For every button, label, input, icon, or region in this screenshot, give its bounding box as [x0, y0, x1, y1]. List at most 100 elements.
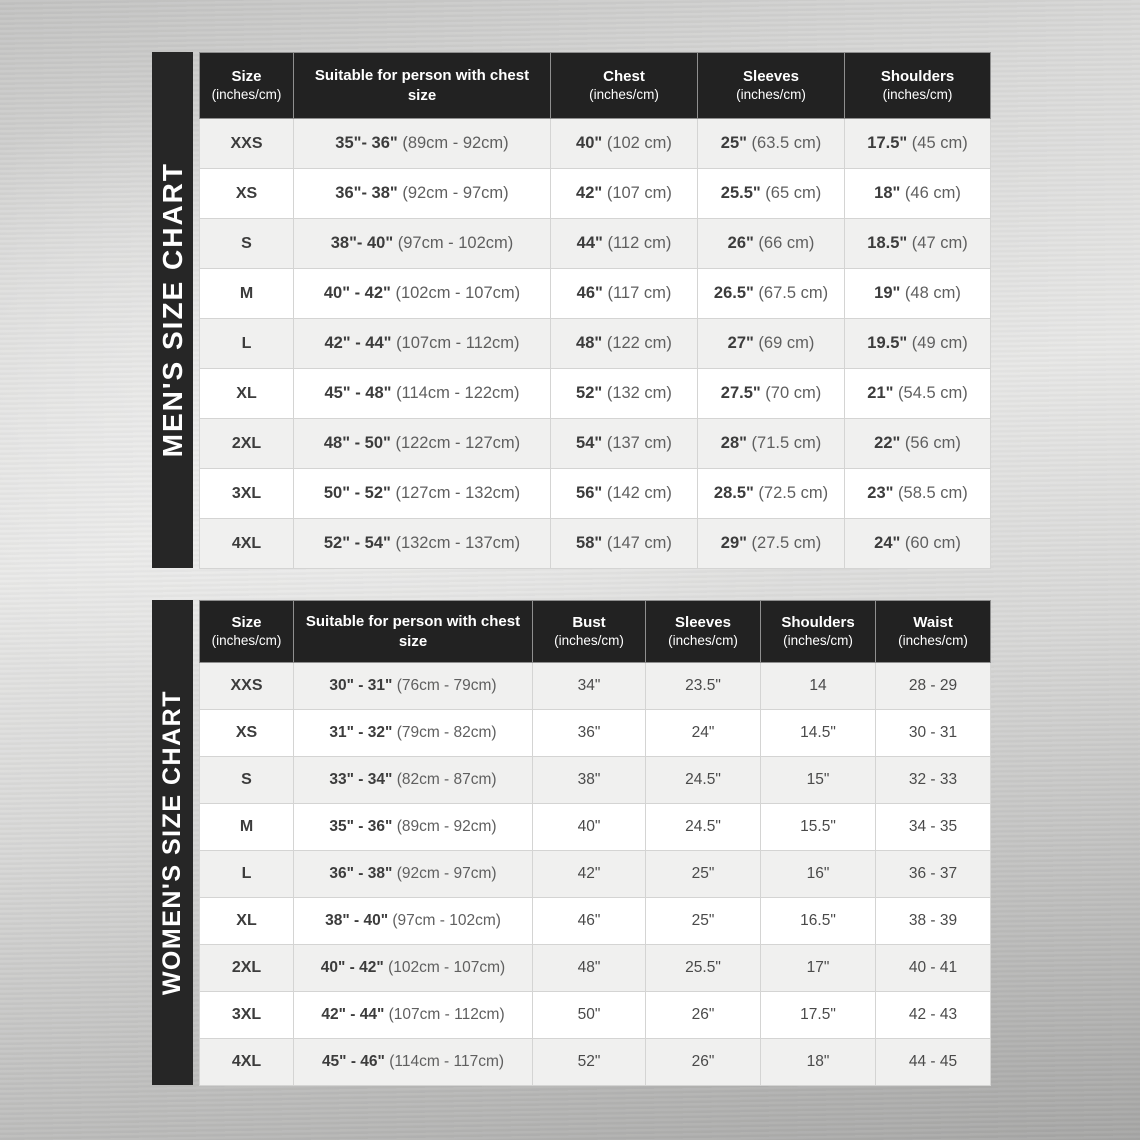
- suitable-chest-cell: 45" - 46" (114cm - 117cm): [293, 1038, 533, 1086]
- chest-cell: 52" (132 cm): [550, 368, 698, 419]
- shoulders-cell: 15": [760, 756, 876, 804]
- shoulders-cell: 24" (60 cm): [844, 518, 991, 569]
- suitable-chest-cell: 35"- 36" (89cm - 92cm): [293, 118, 551, 169]
- size-cell: S: [199, 218, 294, 269]
- table-row: XXS 35"- 36" (89cm - 92cm) 40" (102 cm) …: [199, 118, 991, 169]
- shoulders-cell: 17.5": [760, 991, 876, 1039]
- sleeves-cell: 24": [645, 709, 761, 757]
- size-cell: 4XL: [199, 1038, 294, 1086]
- chest-cell: 48" (122 cm): [550, 318, 698, 369]
- waist-cell: 40 - 41: [875, 944, 991, 992]
- col-header-size: Size (inches/cm): [199, 52, 294, 119]
- suitable-chest-cell: 33" - 34" (82cm - 87cm): [293, 756, 533, 804]
- col-header-shoulders: Shoulders (inches/cm): [844, 52, 991, 119]
- sleeves-cell: 24.5": [645, 803, 761, 851]
- shoulders-cell: 17.5" (45 cm): [844, 118, 991, 169]
- shoulders-cell: 14.5": [760, 709, 876, 757]
- waist-cell: 44 - 45: [875, 1038, 991, 1086]
- womens-table-header: Size (inches/cm) Suitable for person with…: [199, 600, 991, 663]
- bust-cell: 46": [532, 897, 646, 945]
- shoulders-cell: 19.5" (49 cm): [844, 318, 991, 369]
- sleeves-cell: 26": [645, 1038, 761, 1086]
- suitable-chest-cell: 42" - 44" (107cm - 112cm): [293, 318, 551, 369]
- size-cell: M: [199, 268, 294, 319]
- size-cell: XXS: [199, 118, 294, 169]
- shoulders-cell: 18": [760, 1038, 876, 1086]
- size-cell: XS: [199, 168, 294, 219]
- sleeves-cell: 23.5": [645, 662, 761, 710]
- shoulders-cell: 17": [760, 944, 876, 992]
- shoulders-cell: 19" (48 cm): [844, 268, 991, 319]
- suitable-chest-cell: 50" - 52" (127cm - 132cm): [293, 468, 551, 519]
- chest-cell: 44" (112 cm): [550, 218, 698, 269]
- col-header-bust: Bust (inches/cm): [532, 600, 646, 663]
- chest-cell: 42" (107 cm): [550, 168, 698, 219]
- waist-cell: 32 - 33: [875, 756, 991, 804]
- size-cell: 3XL: [199, 468, 294, 519]
- suitable-chest-cell: 45" - 48" (114cm - 122cm): [293, 368, 551, 419]
- sleeves-cell: 26" (66 cm): [697, 218, 845, 269]
- waist-cell: 36 - 37: [875, 850, 991, 898]
- mens-table-header: Size (inches/cm) Suitable for person with…: [199, 52, 991, 119]
- header-row: Size (inches/cm) Suitable for person with…: [199, 52, 991, 119]
- shoulders-cell: 15.5": [760, 803, 876, 851]
- size-cell: S: [199, 756, 294, 804]
- sleeves-cell: 24.5": [645, 756, 761, 804]
- table-row: XL 45" - 48" (114cm - 122cm) 52" (132 cm…: [199, 368, 991, 419]
- suitable-chest-cell: 36" - 38" (92cm - 97cm): [293, 850, 533, 898]
- sleeves-cell: 26.5" (67.5 cm): [697, 268, 845, 319]
- bust-cell: 36": [532, 709, 646, 757]
- col-header-size: Size (inches/cm): [199, 600, 294, 663]
- womens-size-chart-section: WOMEN'S SIZE CHART Size (inches/cm) Suita…: [152, 600, 991, 1086]
- shoulders-cell: 14: [760, 662, 876, 710]
- waist-cell: 42 - 43: [875, 991, 991, 1039]
- shoulders-cell: 16": [760, 850, 876, 898]
- shoulders-cell: 16.5": [760, 897, 876, 945]
- size-cell: 3XL: [199, 991, 294, 1039]
- table-row: S 38"- 40" (97cm - 102cm) 44" (112 cm) 2…: [199, 218, 991, 269]
- suitable-chest-cell: 38" - 40" (97cm - 102cm): [293, 897, 533, 945]
- womens-banner-label: WOMEN'S SIZE CHART: [158, 689, 186, 996]
- table-row: 2XL 40" - 42" (102cm - 107cm) 48" 25.5" …: [199, 944, 991, 992]
- sleeves-cell: 25" (63.5 cm): [697, 118, 845, 169]
- table-row: 4XL 45" - 46" (114cm - 117cm) 52" 26" 18…: [199, 1038, 991, 1086]
- womens-size-table: Size (inches/cm) Suitable for person with…: [199, 600, 991, 1086]
- table-row: 4XL 52" - 54" (132cm - 137cm) 58" (147 c…: [199, 518, 991, 569]
- bust-cell: 42": [532, 850, 646, 898]
- table-row: 3XL 50" - 52" (127cm - 132cm) 56" (142 c…: [199, 468, 991, 519]
- bust-cell: 34": [532, 662, 646, 710]
- chest-cell: 54" (137 cm): [550, 418, 698, 469]
- sleeves-cell: 28.5" (72.5 cm): [697, 468, 845, 519]
- size-cell: M: [199, 803, 294, 851]
- size-cell: XXS: [199, 662, 294, 710]
- table-row: XS 31" - 32" (79cm - 82cm) 36" 24" 14.5"…: [199, 709, 991, 757]
- chest-cell: 46" (117 cm): [550, 268, 698, 319]
- bust-cell: 40": [532, 803, 646, 851]
- bust-cell: 48": [532, 944, 646, 992]
- table-row: M 40" - 42" (102cm - 107cm) 46" (117 cm)…: [199, 268, 991, 319]
- size-cell: 4XL: [199, 518, 294, 569]
- table-row: 3XL 42" - 44" (107cm - 112cm) 50" 26" 17…: [199, 991, 991, 1039]
- shoulders-cell: 18.5" (47 cm): [844, 218, 991, 269]
- bust-cell: 50": [532, 991, 646, 1039]
- chest-cell: 56" (142 cm): [550, 468, 698, 519]
- suitable-chest-cell: 38"- 40" (97cm - 102cm): [293, 218, 551, 269]
- suitable-chest-cell: 36"- 38" (92cm - 97cm): [293, 168, 551, 219]
- size-cell: 2XL: [199, 418, 294, 469]
- col-header-chest: Chest (inches/cm): [550, 52, 698, 119]
- size-cell: 2XL: [199, 944, 294, 992]
- sleeves-cell: 27" (69 cm): [697, 318, 845, 369]
- sleeves-cell: 27.5" (70 cm): [697, 368, 845, 419]
- shoulders-cell: 22" (56 cm): [844, 418, 991, 469]
- mens-table-body: XXS 35"- 36" (89cm - 92cm) 40" (102 cm) …: [199, 118, 991, 569]
- col-header-sleeves: Sleeves (inches/cm): [645, 600, 761, 663]
- sleeves-cell: 25": [645, 850, 761, 898]
- waist-cell: 34 - 35: [875, 803, 991, 851]
- col-header-suitable: Suitable for person with chest size: [293, 52, 551, 119]
- mens-chart-banner: MEN'S SIZE CHART: [152, 52, 193, 568]
- table-row: S 33" - 34" (82cm - 87cm) 38" 24.5" 15" …: [199, 756, 991, 804]
- col-header-shoulders: Shoulders (inches/cm): [760, 600, 876, 663]
- sleeves-cell: 25.5": [645, 944, 761, 992]
- sleeves-cell: 25": [645, 897, 761, 945]
